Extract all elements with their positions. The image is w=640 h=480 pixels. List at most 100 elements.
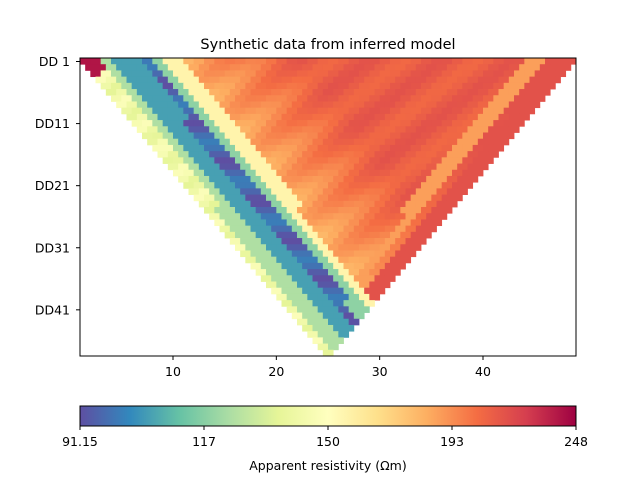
pseudosection-cell [312,324,324,332]
pseudosection-cell [297,95,308,102]
pseudosection-cell [286,231,298,239]
pseudosection-cell [384,250,396,258]
pseudosection-cell [281,287,293,295]
pseudosection-cell [250,200,262,208]
pseudosection-cell [400,132,412,140]
colorbar-ticks: 91.15 117 150 193 248 [62,426,588,449]
pseudosection-cell [359,58,370,65]
pseudosection-cell [162,157,174,164]
pseudosection-cell [384,163,396,171]
pseudosection-cell [312,275,324,282]
pseudosection-cell [266,207,277,214]
pseudosection-cell [322,324,334,332]
pseudosection-cell [348,95,360,102]
pseudosection-cell [379,120,391,127]
pseudosection-cell [291,64,303,71]
pseudosection-cell [312,89,324,96]
pseudosection-cell [384,126,396,133]
pseudosection-cell [555,70,567,78]
pseudosection-cell [322,151,334,158]
pseudosection-cell [379,194,391,202]
pseudosection-cell [534,95,546,102]
pseudosection-cell [260,101,272,109]
pseudosection-cell [188,126,200,133]
pseudosection-cell [529,76,541,84]
pseudosection-cell [462,169,474,177]
pseudosection-cell [421,182,432,189]
pseudosection-cell [111,58,122,65]
pseudosection-cell [483,157,494,164]
pseudosection-cell [359,269,370,276]
pseudosection-cell [271,275,282,282]
pseudosection-cell [250,163,262,171]
pseudosection-cell [421,70,432,78]
pseudosection-cell [343,188,355,195]
pseudosection-cell [173,95,184,102]
pseudosection-cell [353,225,365,233]
pseudosection-cell [415,89,427,96]
pseudosection-cell [188,138,200,146]
pseudosection-cell [338,318,350,326]
pseudosection-cell [353,300,365,307]
pseudosection-cell [421,169,432,177]
pseudosection-cell [472,95,484,102]
pseudosection-cell [462,82,474,90]
pseudosection-cell [539,76,551,84]
pseudosection-cell [436,163,448,171]
pseudosection-cell [302,324,313,332]
pseudosection-cell [452,194,463,202]
pseudosection-cell [183,70,195,78]
pseudosection-cell [302,250,313,258]
pseudosection-cell [343,200,355,208]
pseudosection-cell [446,76,458,84]
pseudosection-cell [359,194,370,202]
pseudosection-cell [276,144,288,152]
pseudosection-cell [359,293,370,301]
pseudosection-cell [390,219,401,227]
pseudosection-cell [178,89,189,96]
pseudosection-cell [204,58,215,65]
pseudosection-cell [508,113,520,121]
pseudosection-cell [483,95,494,102]
pseudosection-cell [348,293,360,301]
pseudosection-cell [266,107,277,115]
pseudosection-cell [364,188,375,195]
pseudosection-cell [338,107,350,115]
pseudosection-cell [436,89,448,96]
pseudosection-cell [405,76,417,84]
pseudosection-cell [167,138,179,146]
pseudosection-cell [348,244,360,251]
pseudosection-cell [116,89,127,96]
pseudosection-cell [276,281,288,289]
pseudosection-cell [395,113,406,121]
pseudosection-cell [245,207,257,214]
pseudosection-cell [281,151,293,158]
pseudosection-cell [255,58,267,65]
pseudosection-cell [508,126,520,133]
pseudosection-cell [488,76,499,84]
pseudosection-cell [229,101,241,109]
pseudosection-cell [395,213,406,220]
y-tick-label: DD11 [35,116,70,131]
pseudosection-cell [209,163,220,171]
pseudosection-cell [343,163,355,171]
pseudosection-cell [415,151,427,158]
pseudosection-cell [488,101,499,109]
pseudosection-cell [224,58,236,65]
pseudosection-cell [157,113,169,121]
pseudosection-cell [431,169,443,177]
pseudosection-cell [328,269,339,276]
pseudosection-cell [307,95,319,102]
pseudosection-cell [136,101,148,109]
pseudosection-cell [519,76,530,84]
pseudosection-cell [472,169,484,177]
pseudosection-cell [167,64,179,71]
pseudosection-cell [384,76,396,84]
pseudosection-cell [126,113,138,121]
pseudosection-cell [188,113,200,121]
pseudosection-cell [307,269,319,276]
pseudosection-cell [142,132,153,140]
pseudosection-cell [374,175,386,183]
pseudosection-cell [214,58,226,65]
pseudosection-cell [353,76,365,84]
